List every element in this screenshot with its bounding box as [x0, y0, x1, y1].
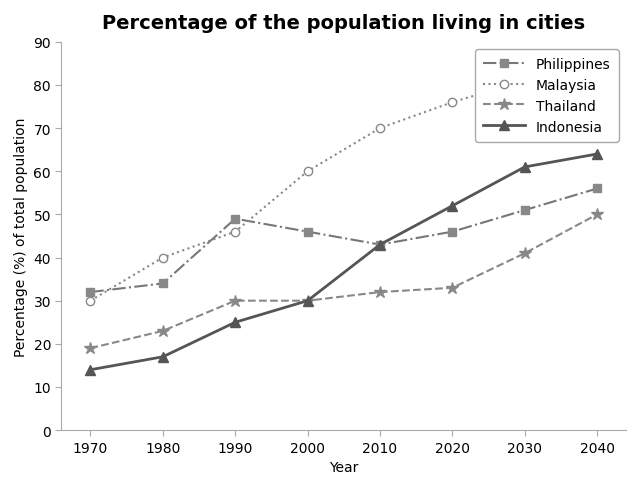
Thailand: [593, 212, 601, 218]
Line: Malaysia: Malaysia: [86, 69, 602, 305]
Indonesia: [232, 320, 239, 325]
Philippines: [232, 216, 239, 222]
Title: Percentage of the population living in cities: Percentage of the population living in c…: [102, 14, 586, 33]
Philippines: [449, 229, 456, 235]
Indonesia: [304, 298, 312, 304]
Thailand: [304, 298, 312, 304]
Philippines: [593, 186, 601, 192]
Malaysia: [521, 79, 529, 84]
Malaysia: [593, 70, 601, 76]
Malaysia: [86, 298, 94, 304]
Thailand: [86, 346, 94, 351]
Indonesia: [376, 242, 384, 248]
Indonesia: [593, 152, 601, 158]
Thailand: [449, 285, 456, 291]
Malaysia: [449, 100, 456, 106]
Philippines: [521, 208, 529, 214]
Thailand: [521, 251, 529, 257]
Indonesia: [159, 354, 166, 360]
X-axis label: Year: Year: [329, 460, 358, 474]
Thailand: [159, 328, 166, 334]
Y-axis label: Percentage (%) of total population: Percentage (%) of total population: [14, 117, 28, 356]
Thailand: [232, 298, 239, 304]
Malaysia: [232, 229, 239, 235]
Philippines: [304, 229, 312, 235]
Line: Philippines: Philippines: [86, 185, 602, 297]
Philippines: [376, 242, 384, 248]
Philippines: [159, 281, 166, 287]
Indonesia: [521, 164, 529, 170]
Line: Indonesia: Indonesia: [86, 150, 602, 375]
Malaysia: [304, 169, 312, 175]
Legend: Philippines, Malaysia, Thailand, Indonesia: Philippines, Malaysia, Thailand, Indones…: [475, 50, 619, 143]
Malaysia: [159, 255, 166, 261]
Philippines: [86, 289, 94, 295]
Indonesia: [449, 203, 456, 209]
Line: Thailand: Thailand: [84, 209, 604, 355]
Malaysia: [376, 126, 384, 132]
Thailand: [376, 289, 384, 295]
Indonesia: [86, 367, 94, 373]
